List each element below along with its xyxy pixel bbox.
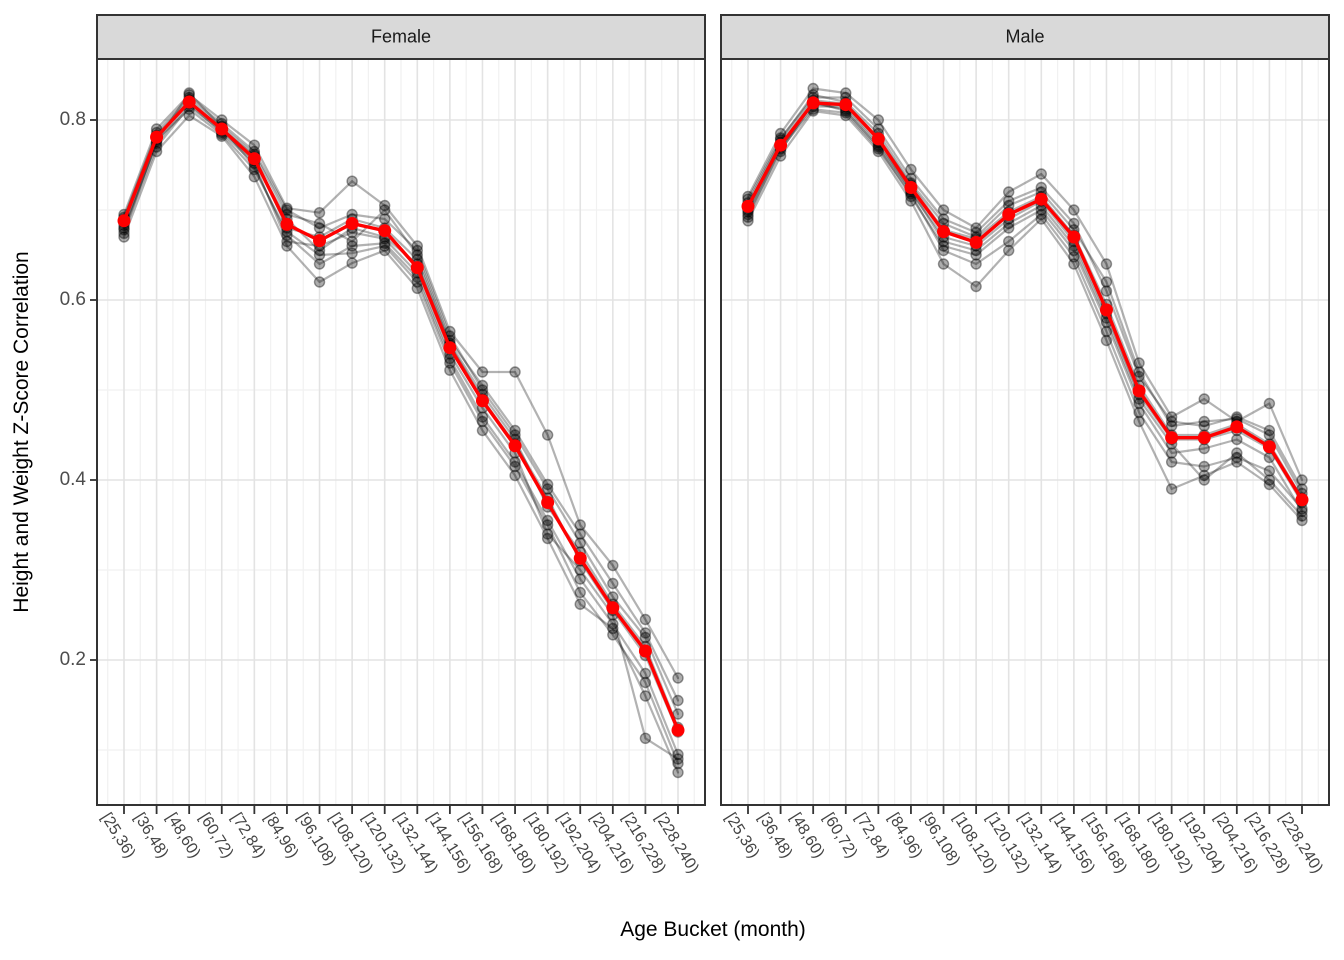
facet-strip-label-male: Male [1005, 26, 1045, 47]
y-tick-label: 0.4 [59, 469, 86, 490]
y-tick-label: 0.2 [59, 649, 86, 670]
y-axis-title: Height and Weight Z-Score Correlation [10, 251, 33, 613]
x-axis-title: Age Bucket (month) [620, 918, 806, 941]
facet-strip-label-female: Female [370, 26, 432, 47]
y-tick-label: 0.6 [59, 289, 86, 310]
y-tick-label: 0.8 [59, 109, 86, 130]
